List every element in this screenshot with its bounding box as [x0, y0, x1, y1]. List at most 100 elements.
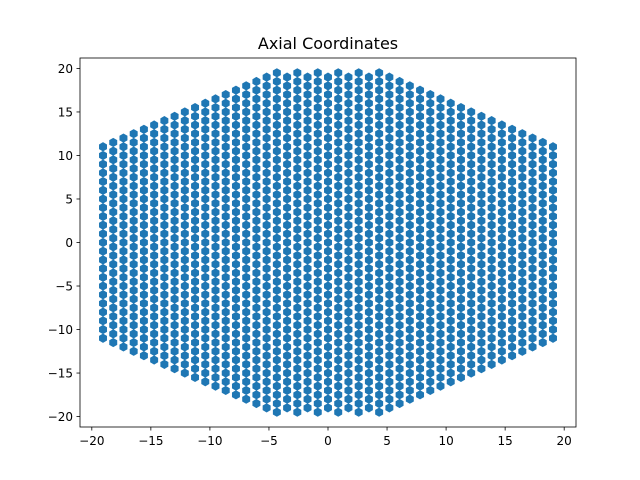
data-point [303, 368, 312, 378]
data-point [221, 229, 230, 239]
data-point [191, 303, 200, 313]
data-point [211, 103, 220, 113]
data-point [160, 272, 169, 282]
data-point [129, 303, 138, 313]
data-point [109, 294, 118, 304]
data-point [364, 264, 373, 274]
data-point [324, 385, 332, 396]
data-point [416, 285, 425, 295]
data-point [180, 281, 189, 291]
data-point [119, 220, 128, 230]
data-point [416, 268, 425, 278]
data-point [549, 272, 557, 282]
data-point [375, 207, 384, 217]
data-point [119, 150, 128, 161]
data-point [487, 150, 496, 161]
x-tick-label: 5 [383, 434, 391, 448]
data-point [405, 272, 414, 282]
data-point [293, 76, 302, 87]
data-point [528, 203, 537, 213]
data-point [211, 250, 220, 261]
data-point [221, 150, 230, 161]
data-point [405, 342, 414, 352]
data-point [283, 72, 292, 82]
data-point [139, 150, 148, 161]
data-point [538, 259, 547, 269]
data-point [303, 394, 312, 404]
data-point [344, 176, 353, 187]
data-point [231, 111, 240, 121]
data-point [405, 264, 414, 274]
data-point [191, 250, 200, 261]
data-point [252, 181, 261, 191]
data-point [201, 220, 210, 230]
data-point [467, 142, 476, 152]
data-point [364, 298, 373, 309]
data-point [446, 185, 455, 195]
data-point [446, 255, 455, 265]
data-point [395, 268, 404, 278]
data-point [262, 150, 271, 161]
data-point [231, 94, 240, 104]
data-point [293, 303, 302, 313]
data-point [99, 290, 107, 300]
data-point [170, 129, 179, 139]
data-point [364, 246, 373, 256]
data-point [221, 176, 230, 187]
data-point [262, 264, 271, 274]
data-point [364, 211, 373, 221]
data-point [191, 346, 200, 356]
data-point [487, 264, 496, 274]
data-point [262, 246, 271, 256]
data-point [160, 342, 169, 352]
data-point [252, 259, 261, 269]
data-point [549, 298, 557, 309]
data-point [303, 351, 312, 361]
data-point [180, 264, 189, 274]
data-point [293, 285, 302, 295]
data-point [211, 381, 220, 391]
data-point [508, 324, 517, 335]
data-point [549, 316, 557, 326]
data-point [334, 146, 343, 156]
data-point [549, 203, 557, 213]
data-point [313, 94, 322, 104]
data-point [313, 390, 322, 400]
data-point [324, 124, 332, 134]
data-point [344, 150, 353, 161]
data-point [211, 294, 220, 304]
data-point [405, 89, 414, 100]
data-point [180, 220, 189, 230]
data-point [252, 277, 261, 287]
data-point [191, 329, 200, 339]
data-point [375, 294, 384, 304]
data-point [283, 403, 292, 413]
data-point [129, 146, 138, 156]
data-point [160, 159, 169, 169]
data-point [191, 216, 200, 226]
data-point [211, 233, 220, 243]
data-point [231, 181, 240, 191]
data-point [231, 163, 240, 174]
data-point [180, 290, 189, 300]
data-point [252, 337, 261, 348]
data-point [293, 346, 302, 356]
data-point [262, 185, 271, 195]
data-point [385, 333, 394, 343]
data-point [477, 277, 486, 287]
data-point [364, 116, 373, 126]
data-point [497, 242, 506, 252]
data-point [477, 303, 486, 313]
data-points [99, 68, 557, 417]
data-point [334, 163, 343, 174]
data-point [528, 264, 537, 274]
data-point [416, 172, 425, 182]
data-point [354, 103, 363, 113]
data-point [375, 355, 384, 365]
data-point [283, 98, 292, 108]
data-point [129, 224, 138, 235]
data-point [354, 163, 363, 174]
data-point [487, 168, 496, 178]
y-tick-label: −20 [48, 410, 73, 424]
data-point [446, 281, 455, 291]
